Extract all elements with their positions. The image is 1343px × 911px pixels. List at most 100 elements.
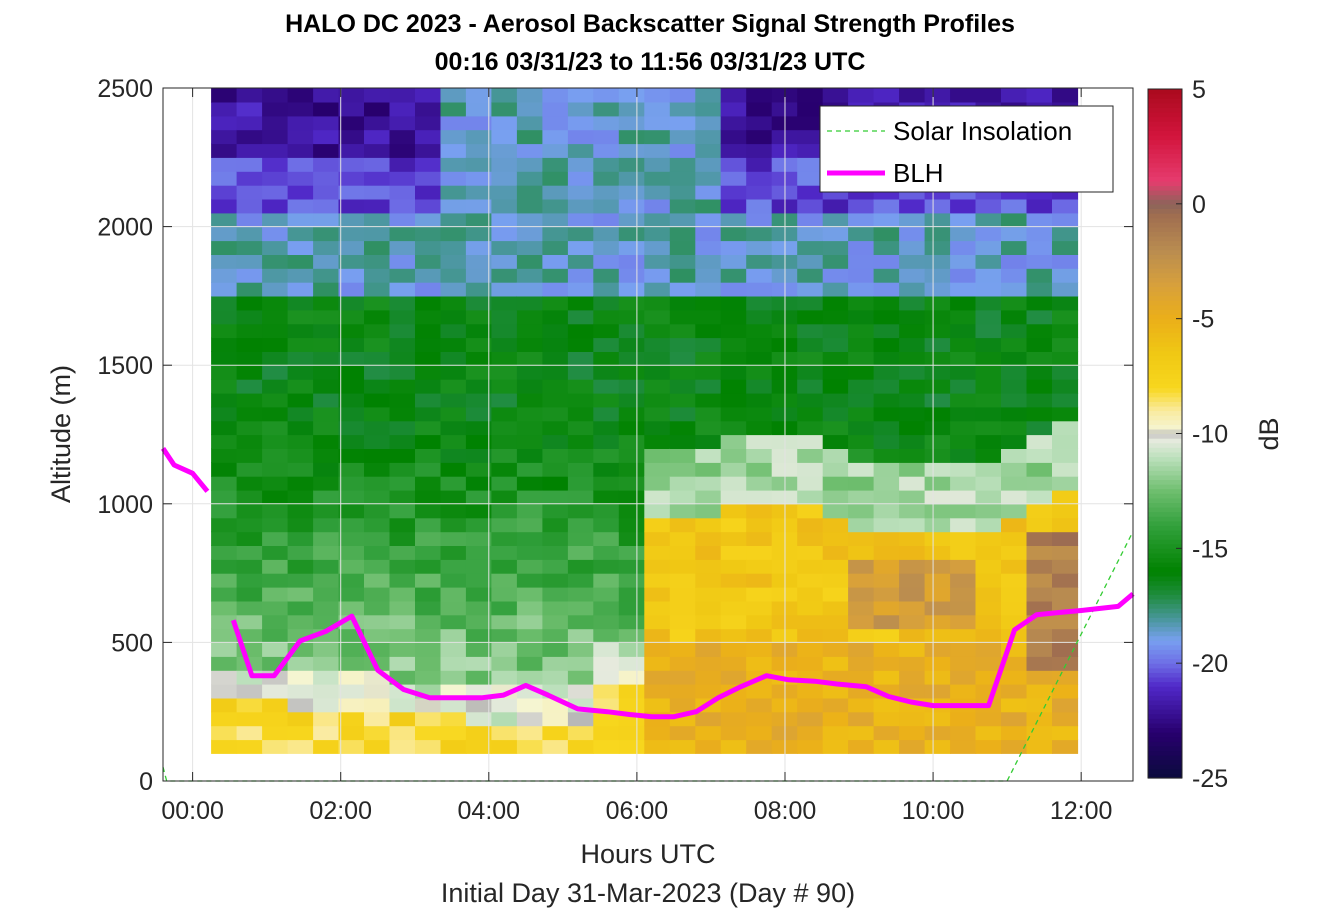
colorbar-segment	[1148, 741, 1182, 747]
heatmap-cell	[593, 670, 620, 685]
heatmap-cell	[720, 282, 747, 297]
heatmap-cell	[950, 392, 977, 408]
heatmap-cell	[1026, 531, 1053, 546]
heatmap-cell	[415, 295, 442, 311]
heatmap-cell	[618, 143, 645, 158]
heatmap-cell	[287, 614, 314, 630]
heatmap-cell	[1052, 476, 1079, 491]
y-tick-label: 1500	[97, 352, 153, 380]
colorbar-segment	[1148, 543, 1182, 549]
heatmap-cell	[313, 365, 340, 380]
heatmap-cell	[440, 212, 467, 228]
heatmap-cell	[236, 739, 263, 754]
heatmap-cell	[542, 545, 569, 560]
heatmap-cell	[287, 448, 314, 463]
heatmap-cell	[1026, 268, 1053, 283]
heatmap-cell	[644, 157, 671, 172]
heatmap-cell	[415, 392, 442, 408]
heatmap-cell	[873, 240, 900, 255]
heatmap-cell	[975, 309, 1002, 325]
heatmap-cell	[822, 392, 849, 408]
heatmap-cell	[338, 101, 365, 117]
heatmap-cell	[899, 670, 926, 685]
colorbar-segment	[1148, 373, 1182, 379]
heatmap-cell	[669, 656, 696, 671]
heatmap-cell	[618, 642, 645, 657]
heatmap-cell	[848, 739, 875, 754]
heatmap-cell	[593, 309, 620, 325]
heatmap-cell	[746, 697, 773, 713]
heatmap-cell	[262, 101, 289, 117]
heatmap-cell	[899, 240, 926, 255]
heatmap-cell	[975, 462, 1002, 477]
heatmap-cell	[1026, 309, 1053, 325]
heatmap-cell	[313, 600, 340, 616]
heatmap-cell	[797, 503, 824, 519]
heatmap-cell	[950, 420, 977, 436]
heatmap-cell	[848, 670, 875, 685]
heatmap-cell	[593, 351, 620, 366]
heatmap-cell	[287, 420, 314, 436]
heatmap-cell	[567, 489, 594, 505]
heatmap-cell	[899, 337, 926, 352]
colorbar-segment	[1148, 235, 1182, 242]
heatmap-cell	[491, 476, 518, 491]
heatmap-cell	[1001, 254, 1028, 269]
blh-line-segment	[230, 591, 1135, 720]
heatmap-cell	[593, 503, 620, 519]
heatmap-cell	[669, 614, 696, 630]
heatmap-cell	[975, 600, 1002, 616]
heatmap-cell	[899, 600, 926, 616]
colorbar-segment	[1148, 640, 1182, 646]
heatmap-cell	[491, 198, 518, 214]
heatmap-cell	[516, 517, 543, 533]
colorbar-segment	[1148, 525, 1182, 531]
heatmap-cell	[491, 226, 518, 242]
heatmap-cell	[465, 254, 492, 269]
heatmap-cell	[364, 545, 391, 560]
heatmap-cell	[975, 365, 1002, 380]
heatmap-cell	[618, 739, 645, 754]
heatmap-cell	[415, 157, 442, 172]
heatmap-cell	[211, 115, 238, 131]
heatmap-cell	[593, 725, 620, 741]
x-tick-label: 00:00	[161, 797, 224, 825]
heatmap-cell	[262, 448, 289, 463]
heatmap-cell	[797, 462, 824, 477]
heatmap-cell	[975, 476, 1002, 491]
heatmap-cell	[389, 351, 416, 366]
heatmap-cell	[746, 517, 773, 533]
heatmap-cell	[618, 240, 645, 255]
heatmap-cell	[797, 628, 824, 643]
heatmap-cell	[848, 226, 875, 242]
heatmap-cell	[975, 531, 1002, 546]
heatmap-cell	[593, 295, 620, 311]
heatmap-cell	[262, 212, 289, 228]
heatmap-cell	[364, 185, 391, 200]
heatmap-cell	[593, 323, 620, 339]
heatmap-cell	[491, 185, 518, 200]
heatmap-cell	[1026, 476, 1053, 491]
heatmap-cell	[567, 198, 594, 214]
heatmap-cell	[313, 531, 340, 546]
heatmap-cell	[950, 406, 977, 422]
heatmap-cell	[822, 545, 849, 560]
colorbar-segment	[1148, 644, 1182, 650]
colorbar-segment	[1148, 93, 1182, 99]
heatmap-cell	[542, 379, 569, 394]
heatmap-cell	[1001, 337, 1028, 352]
heatmap-cell	[644, 282, 671, 297]
colorbar-segment	[1148, 690, 1182, 696]
heatmap-cell	[848, 351, 875, 366]
heatmap-cell	[262, 587, 289, 602]
heatmap-cell	[695, 531, 722, 546]
heatmap-cell	[1001, 489, 1028, 505]
colorbar-segment	[1148, 378, 1182, 384]
heatmap-cell	[542, 295, 569, 311]
heatmap-cell	[695, 282, 722, 297]
heatmap-cell	[1026, 392, 1053, 408]
heatmap-cell	[618, 420, 645, 436]
heatmap-cell	[746, 240, 773, 255]
heatmap-cell	[720, 656, 747, 671]
heatmap-cell	[1052, 559, 1079, 574]
